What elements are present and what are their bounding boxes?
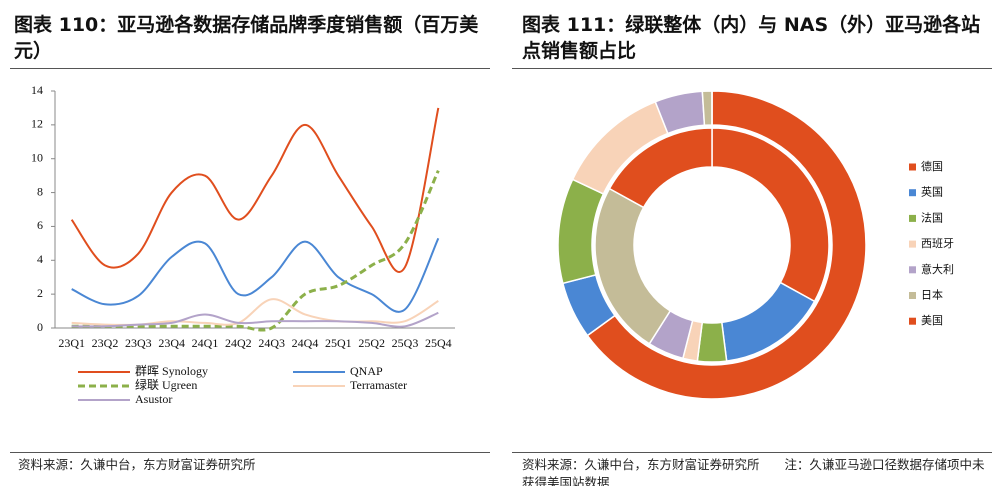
legend-label: 绿联 Ugreen <box>135 377 197 392</box>
source-rule <box>10 452 490 453</box>
legend-label: 英国 <box>921 185 943 199</box>
chart-title: 图表 111：绿联整体（内）与 NAS（外）亚马逊各站点销售额占比 <box>522 14 981 62</box>
donut-segment <box>711 127 830 303</box>
y-tick-label: 8 <box>37 184 43 198</box>
legend-label: 日本 <box>921 288 943 302</box>
y-tick-label: 12 <box>31 117 43 131</box>
legend-label: Asustor <box>135 392 172 406</box>
y-tick-label: 2 <box>37 286 43 300</box>
donut-segment <box>608 127 713 209</box>
legend-swatch <box>909 240 916 248</box>
x-tick-label: 25Q3 <box>392 336 419 350</box>
legend-label: Terramaster <box>350 378 407 392</box>
x-tick-label: 23Q2 <box>92 336 119 350</box>
legend-label: 美国 <box>921 314 943 327</box>
donut-segment <box>586 90 867 400</box>
series-line <box>70 107 440 273</box>
source-rule <box>512 452 992 453</box>
x-tick-label: 25Q4 <box>425 336 452 350</box>
legend-label: QNAP <box>350 364 383 378</box>
legend-swatch <box>909 163 916 171</box>
y-tick-label: 0 <box>37 320 43 334</box>
donut-segment <box>701 90 713 127</box>
legend-swatch <box>909 189 916 197</box>
x-tick-label: 24Q3 <box>258 336 285 350</box>
series-line <box>71 311 439 328</box>
legend-swatch <box>909 317 916 325</box>
title-rule <box>10 68 490 69</box>
legend-label: 德国 <box>921 159 943 173</box>
legend-label: 群晖 Synology <box>135 364 208 378</box>
x-tick-label: 23Q3 <box>125 336 152 350</box>
source-note: 资料来源：久谦中台，东方财富证券研究所 <box>18 457 256 472</box>
x-tick-label: 24Q2 <box>225 336 252 350</box>
title-rule <box>512 68 992 69</box>
y-tick-label: 10 <box>31 150 43 164</box>
series-line <box>71 237 440 313</box>
x-tick-label: 24Q1 <box>192 336 219 350</box>
source-note: 资料来源：久谦中台，东方财富证券研究所 注：久谦亚马逊口径数据存储项中未获得美国… <box>522 457 985 486</box>
y-tick-label: 14 <box>31 83 43 97</box>
x-tick-label: 23Q1 <box>58 336 85 350</box>
y-tick-label: 4 <box>37 252 43 266</box>
x-tick-label: 24Q4 <box>292 336 319 350</box>
legend-label: 法国 <box>921 210 943 224</box>
y-tick-label: 6 <box>37 218 43 232</box>
x-tick-label: 25Q1 <box>325 336 352 350</box>
x-tick-label: 23Q4 <box>158 336 185 350</box>
legend-label: 西班牙 <box>921 237 954 250</box>
x-tick-label: 25Q2 <box>358 336 385 350</box>
legend-swatch <box>909 266 916 274</box>
legend-swatch <box>909 214 916 222</box>
legend-label: 意大利 <box>921 262 954 276</box>
chart-title: 图表 110：亚马逊各数据存储品牌季度销售额（百万美元） <box>14 14 479 62</box>
legend-swatch <box>909 292 916 299</box>
